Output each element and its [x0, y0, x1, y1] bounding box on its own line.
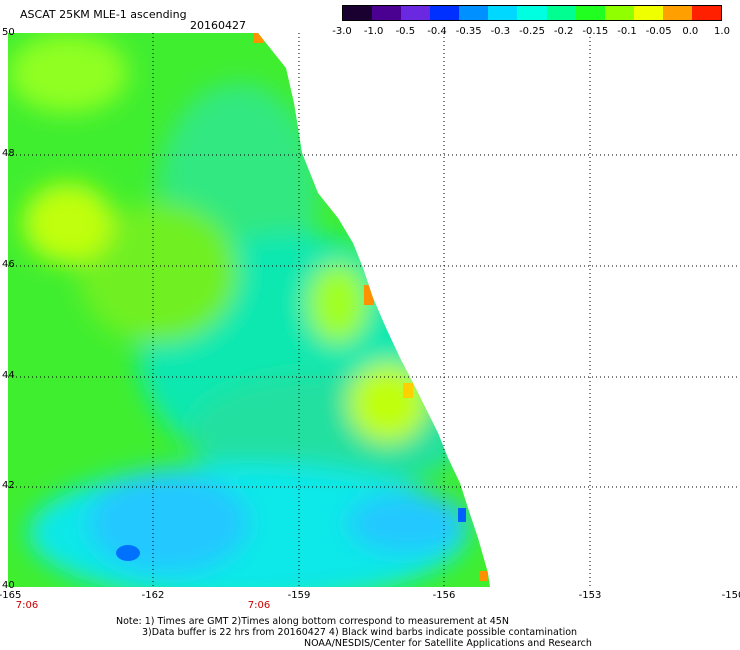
longitude-label: -159 — [287, 590, 311, 601]
footnotes: Note: 1) Times are GMT 2)Times along bot… — [116, 616, 592, 649]
color-scale-segment — [633, 6, 663, 20]
color-scale-label: 0.0 — [682, 26, 699, 37]
latitude-label: 42 — [2, 480, 15, 491]
color-scale-label: -0.4 — [427, 26, 447, 37]
note-line-2: 3)Data buffer is 22 hrs from 20160427 4)… — [142, 627, 578, 638]
map-title: ASCAT 25KM MLE-1 ascending — [20, 8, 187, 21]
color-scale-bar — [342, 5, 722, 21]
color-scale-label: -0.35 — [455, 26, 482, 37]
map-date: 20160427 — [190, 19, 246, 32]
swath-data — [8, 33, 490, 587]
longitude-label: -156 — [432, 590, 456, 601]
color-scale-segment — [401, 6, 431, 20]
color-scale-segment — [430, 6, 460, 20]
note-line-1: Note: 1) Times are GMT 2)Times along bot… — [116, 616, 509, 627]
color-scale-segment — [459, 6, 489, 20]
color-scale-segment — [662, 6, 692, 20]
color-scale-label: -0.1 — [617, 26, 637, 37]
color-scale-label: -0.2 — [553, 26, 574, 37]
color-scale-label: -0.25 — [519, 26, 545, 37]
color-scale-segment — [604, 6, 634, 20]
color-scale-segment — [575, 6, 605, 20]
color-scale-label: -3.0 — [332, 26, 352, 37]
time-label: 7:06 — [247, 600, 271, 611]
color-scale-label: -0.05 — [645, 26, 672, 37]
latitude-label: 44 — [2, 370, 15, 381]
grid-lines — [8, 33, 740, 587]
longitude-label: -162 — [141, 590, 165, 601]
latitude-label: 46 — [2, 259, 15, 270]
time-label: 7:06 — [15, 600, 39, 611]
latitude-label: 48 — [2, 148, 15, 159]
color-scale-label: -1.0 — [363, 26, 384, 37]
color-scale-label: -0.15 — [582, 26, 609, 37]
color-scale-segment — [488, 6, 518, 20]
longitude-label: -150 — [721, 590, 740, 601]
color-scale-label: -0.5 — [395, 26, 416, 37]
color-scale-segment — [546, 6, 576, 20]
longitude-label: -153 — [578, 590, 602, 601]
color-scale-segment — [343, 6, 373, 20]
note-line-3: NOAA/NESDIS/Center for Satellite Applica… — [304, 638, 592, 649]
latitude-label: 50 — [2, 27, 15, 38]
color-scale-label: -0.3 — [490, 26, 511, 37]
color-scale-label: 1.0 — [714, 26, 730, 37]
color-scale-segment — [372, 6, 402, 20]
color-scale-segment — [517, 6, 547, 20]
longitude-label: -165 — [0, 590, 22, 601]
color-scale-segment — [691, 6, 722, 20]
swath-map — [8, 33, 740, 587]
latitude-label: 40 — [2, 580, 15, 591]
